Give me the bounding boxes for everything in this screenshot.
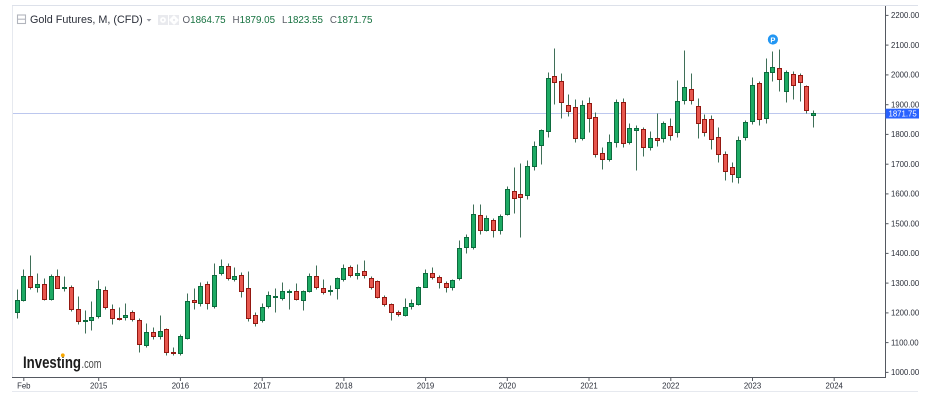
svg-text:1300.00: 1300.00	[891, 279, 920, 288]
svg-text:P: P	[770, 35, 775, 44]
svg-text:2020: 2020	[499, 382, 517, 391]
svg-text:Investing: Investing	[23, 354, 81, 372]
svg-text:1100.00: 1100.00	[891, 338, 919, 347]
svg-text:1500.00: 1500.00	[891, 220, 920, 229]
svg-text:1900.00: 1900.00	[891, 101, 920, 110]
svg-text:1800.00: 1800.00	[891, 130, 920, 139]
svg-text:2100.00: 2100.00	[891, 41, 920, 50]
svg-text:1871.75: 1871.75	[889, 109, 918, 118]
svg-text:Feb: Feb	[17, 382, 31, 391]
svg-text:2017: 2017	[254, 382, 271, 391]
svg-text:1400.00: 1400.00	[891, 249, 920, 258]
svg-text:2015: 2015	[90, 382, 108, 391]
svg-text:Gold Futures, M, (CFD): Gold Futures, M, (CFD)	[30, 14, 143, 26]
svg-text:2024: 2024	[826, 382, 844, 391]
svg-text:2019: 2019	[417, 382, 434, 391]
svg-text:2023: 2023	[744, 382, 761, 391]
svg-text:.com: .com	[82, 357, 102, 371]
svg-text:2021: 2021	[580, 382, 597, 391]
svg-text:2018: 2018	[335, 382, 352, 391]
svg-text:2016: 2016	[172, 382, 189, 391]
svg-text:1200.00: 1200.00	[891, 309, 920, 318]
svg-text:2022: 2022	[662, 382, 679, 391]
svg-text:2200.00: 2200.00	[891, 11, 920, 20]
svg-text:1600.00: 1600.00	[891, 190, 920, 199]
svg-text:1000.00: 1000.00	[891, 368, 920, 377]
svg-text:2000.00: 2000.00	[891, 71, 920, 80]
svg-text:1700.00: 1700.00	[891, 160, 920, 169]
